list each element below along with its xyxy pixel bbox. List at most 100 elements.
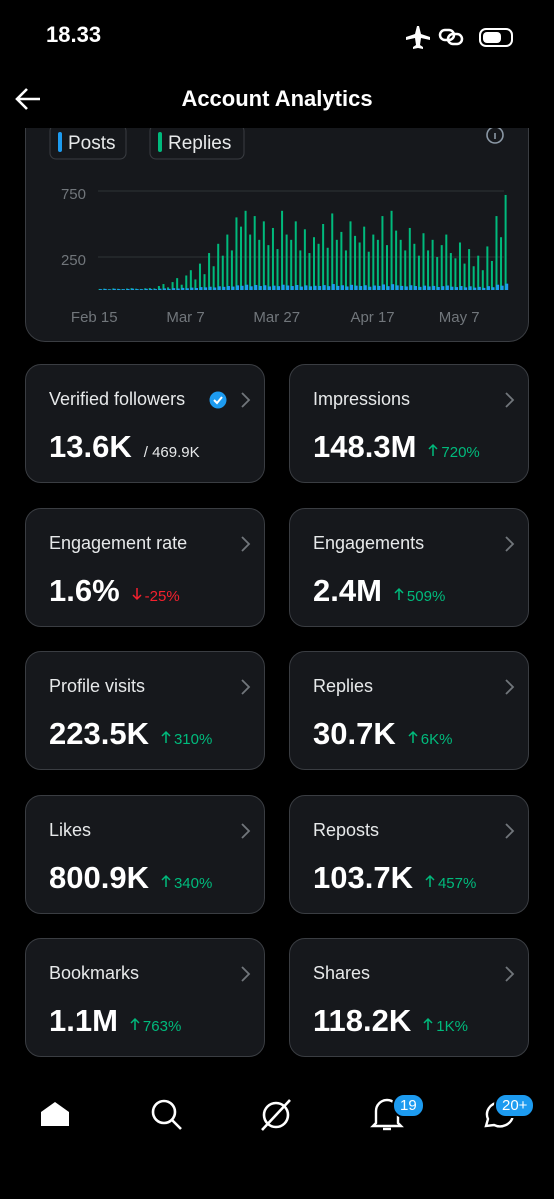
bar: [303, 229, 306, 290]
metric-number: 103.7K: [313, 859, 413, 895]
arrow-up: [428, 443, 438, 456]
bar: [221, 255, 224, 290]
bar: [436, 257, 439, 290]
bar: [190, 287, 194, 290]
bar: [441, 286, 445, 290]
metric-label: Verified followers: [49, 389, 186, 409]
metric-label: Engagements: [313, 532, 425, 553]
bar: [358, 242, 361, 290]
metric-number: 223.5K: [49, 716, 149, 751]
metric-card[interactable]: Shares 118.2K 1K%: [289, 938, 529, 1057]
bar: [427, 286, 431, 290]
bar: [326, 247, 329, 290]
arrow-up: [408, 730, 418, 743]
bar: [409, 285, 413, 290]
bar: [313, 285, 317, 290]
bar: [458, 242, 461, 290]
grok-icon[interactable]: [261, 1099, 291, 1131]
bar: [449, 253, 452, 290]
bar: [149, 288, 153, 290]
bar: [295, 284, 299, 290]
metric-card[interactable]: Profile visits 223.5K 310%: [25, 651, 265, 770]
arrow-up: [161, 874, 171, 887]
change-text: -25%: [144, 587, 180, 605]
notifications-icon[interactable]: [370, 1098, 404, 1131]
metric-value: 13.6K / 469.9K: [49, 429, 200, 465]
bar: [395, 230, 398, 290]
metric-change: 720%: [428, 443, 480, 461]
bar: [222, 286, 226, 290]
bar: [213, 287, 217, 290]
metric-card[interactable]: Verified followers 13.6K / 469.9K: [25, 364, 265, 483]
bar: [340, 285, 344, 290]
bar: [299, 286, 303, 290]
arrow-up: [161, 730, 171, 743]
metric-card[interactable]: Impressions 148.3M 720%: [289, 364, 529, 483]
bar: [445, 234, 448, 290]
bar: [335, 239, 338, 290]
x-tick-label: May 7: [439, 309, 480, 326]
bar: [258, 239, 261, 290]
metric-card[interactable]: Replies 30.7K 6K%: [289, 651, 529, 770]
bar: [472, 266, 475, 290]
bar: [254, 284, 258, 290]
bar: [163, 288, 167, 290]
bar: [230, 250, 233, 290]
bar: [390, 210, 393, 290]
bar: [500, 285, 504, 290]
bar: [176, 278, 179, 290]
metric-change: 763%: [130, 1017, 181, 1035]
status-icons: [406, 26, 513, 49]
bar: [464, 287, 468, 290]
bar: [423, 285, 427, 290]
bar: [308, 253, 311, 290]
bar: [404, 250, 407, 290]
metric-value: 800.9K 340%: [49, 860, 212, 896]
chevron: [505, 822, 515, 839]
metric-card[interactable]: Reposts 103.7K 457%: [289, 794, 529, 914]
bar: [258, 286, 262, 290]
bar: [381, 216, 384, 290]
bar: [245, 284, 249, 290]
bar: [500, 237, 503, 290]
metric-number: 2.4M: [313, 572, 382, 608]
metric-change: 457%: [425, 874, 477, 892]
bar: [322, 285, 326, 290]
change-text: 457%: [437, 874, 477, 892]
metric-card[interactable]: Likes 800.9K 340%: [25, 794, 265, 914]
chevron: [241, 392, 251, 408]
search-icon[interactable]: [151, 1099, 182, 1130]
bar: [413, 286, 417, 290]
bar: [385, 245, 388, 290]
metric-card[interactable]: Bookmarks 1.1M 763%: [25, 938, 265, 1057]
bar: [194, 279, 197, 290]
legend-label: Replies: [168, 133, 231, 154]
metric-number: 30.7K: [313, 716, 396, 751]
verified-badge: [209, 391, 227, 409]
bar: [249, 234, 252, 290]
bar: [318, 286, 322, 290]
bar: [103, 288, 107, 290]
bar: [271, 227, 274, 290]
bar: [367, 251, 370, 290]
metric-number: 1.6%: [49, 572, 120, 608]
metric-number: 148.3M: [313, 429, 417, 464]
bar: [386, 286, 390, 290]
bar: [350, 284, 354, 290]
bar: [249, 286, 253, 290]
bar: [167, 287, 170, 290]
bar: [400, 285, 404, 290]
metric-number: 1.1M: [49, 1003, 118, 1038]
bar: [253, 216, 256, 290]
bar: [504, 194, 507, 290]
bar: [131, 288, 135, 290]
back-button[interactable]: [14, 86, 42, 112]
bar: [203, 274, 206, 290]
bar: [368, 286, 372, 290]
metric-card[interactable]: Engagement rate 1.6% -25%: [25, 507, 265, 627]
bar: [204, 287, 208, 290]
bar: [354, 285, 358, 290]
header-title: Account Analytics: [181, 86, 373, 111]
home-icon[interactable]: [41, 1102, 69, 1126]
metric-card[interactable]: Engagements 2.4M 509%: [289, 507, 529, 627]
